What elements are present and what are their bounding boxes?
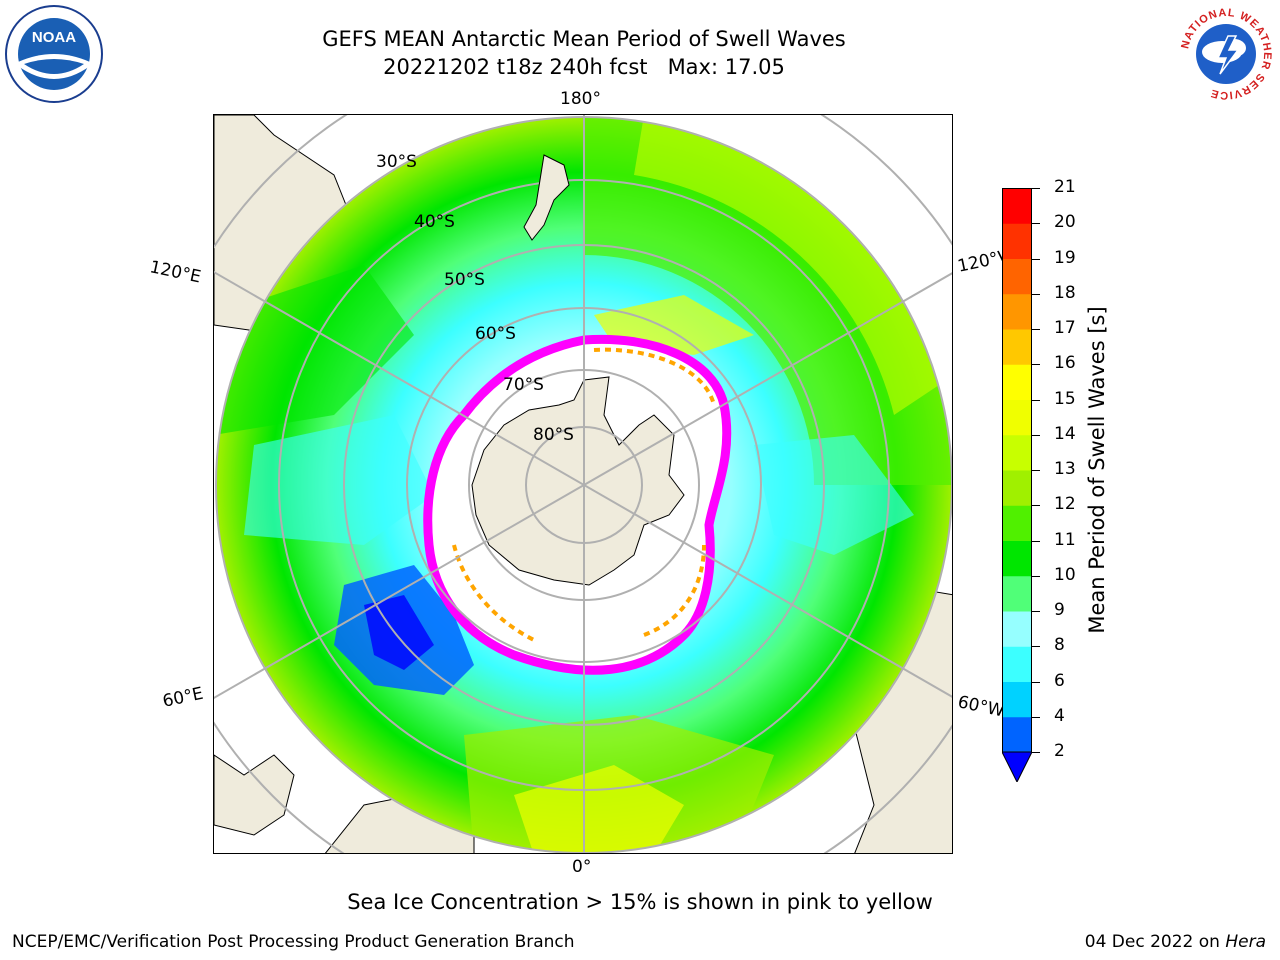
colorbar-tick-label: 14 <box>1054 423 1076 444</box>
colorbar-segment <box>1002 223 1032 259</box>
colorbar-tick <box>1032 540 1040 542</box>
colorbar-segment <box>1002 434 1032 471</box>
colorbar-tick-label: 2 <box>1054 741 1065 761</box>
colorbar-tick <box>1032 188 1040 189</box>
noaa-logo: NOAA <box>4 4 104 104</box>
colorbar-segment <box>1002 646 1032 682</box>
colorbar-tick-label: 6 <box>1054 670 1065 691</box>
lon-label-180: 180° <box>560 89 601 109</box>
new-zealand <box>523 154 570 241</box>
colorbar-tick-label: 4 <box>1054 705 1065 726</box>
lat-label-60s: 60°S <box>475 324 516 344</box>
colorbar-tick <box>1032 681 1040 683</box>
colorbar-tick-label: 16 <box>1054 353 1076 374</box>
colorbar-tick-label: 18 <box>1054 282 1076 303</box>
colorbar-segment <box>1002 188 1032 224</box>
lat-label-30s: 30°S <box>376 152 417 172</box>
colorbar-segment <box>1002 681 1032 718</box>
colorbar-tick-label: 13 <box>1054 459 1076 479</box>
colorbar-segment <box>1002 716 1032 753</box>
colorbar-tick <box>1032 258 1040 260</box>
lon-label-60w: 60°W <box>955 692 1007 722</box>
colorbar-tick-label: 12 <box>1054 494 1076 515</box>
colorbar-tick-label: 9 <box>1054 600 1065 620</box>
colorbar-tick-label: 17 <box>1054 318 1076 338</box>
colorbar-tick <box>1032 470 1040 471</box>
colorbar <box>1002 188 1032 782</box>
footer-date-text: 04 Dec 2022 on <box>1084 932 1226 952</box>
chart-subtitle: 20221202 t18z 240h fcst Max: 17.05 <box>383 55 785 79</box>
lat-label-70s: 70°S <box>503 375 544 395</box>
colorbar-tick <box>1032 434 1040 436</box>
colorbar-tick <box>1032 716 1040 718</box>
colorbar-tick <box>1032 399 1040 401</box>
colorbar-segment <box>1002 470 1032 506</box>
colorbar-tick-label: 19 <box>1054 247 1076 268</box>
footer-credit: NCEP/EMC/Verification Post Processing Pr… <box>12 932 575 952</box>
colorbar-segment <box>1002 505 1032 541</box>
lon-label-60e: 60°E <box>160 683 206 712</box>
noaa-logo-text: NOAA <box>32 29 76 46</box>
lat-label-40s: 40°S <box>414 212 455 232</box>
lon-label-0: 0° <box>572 857 592 877</box>
colorbar-label: Mean Period of Swell Waves [s] <box>1085 306 1109 634</box>
colorbar-segment <box>1002 293 1032 330</box>
colorbar-tick <box>1032 364 1040 366</box>
lon-label-120e: 120°E <box>147 257 203 288</box>
colorbar-segment <box>1002 364 1032 400</box>
colorbar-segment <box>1002 258 1032 295</box>
colorbar-tick <box>1032 575 1040 577</box>
lat-label-80s: 80°S <box>533 425 574 445</box>
colorbar-tick <box>1032 293 1040 295</box>
colorbar-border <box>1002 188 1032 753</box>
colorbar-tick-label: 21 <box>1054 177 1076 197</box>
graticule <box>214 115 952 853</box>
lat-label-50s: 50°S <box>444 270 485 290</box>
footer-date: 04 Dec 2022 on Hera <box>1085 932 1266 952</box>
colorbar-tick <box>1032 646 1040 648</box>
colorbar-tick-label: 20 <box>1054 212 1076 233</box>
colorbar-segment <box>1002 575 1032 612</box>
colorbar-tick-label: 11 <box>1054 529 1076 550</box>
colorbar-tick <box>1032 752 1040 753</box>
nws-logo: NATIONAL WEATHER SERVICE <box>1176 4 1276 104</box>
chart-title: GEFS MEAN Antarctic Mean Period of Swell… <box>322 27 846 51</box>
colorbar-segment <box>1002 399 1032 436</box>
colorbar-segment <box>1002 611 1032 647</box>
sea-ice-note: Sea Ice Concentration > 15% is shown in … <box>347 890 933 914</box>
colorbar-segment <box>1002 540 1032 577</box>
map-frame <box>213 114 953 854</box>
colorbar-tick-label: 8 <box>1054 635 1065 656</box>
polar-map <box>214 115 952 853</box>
footer-host: Hera <box>1225 932 1266 952</box>
colorbar-segment <box>1002 329 1032 365</box>
colorbar-tick <box>1032 223 1040 225</box>
colorbar-tick-label: 15 <box>1054 388 1076 409</box>
colorbar-tick <box>1032 329 1040 330</box>
colorbar-tick-label: 10 <box>1054 564 1076 585</box>
colorbar-extend-triangle <box>1002 751 1032 782</box>
colorbar-tick <box>1032 505 1040 507</box>
colorbar-tick <box>1032 611 1040 612</box>
